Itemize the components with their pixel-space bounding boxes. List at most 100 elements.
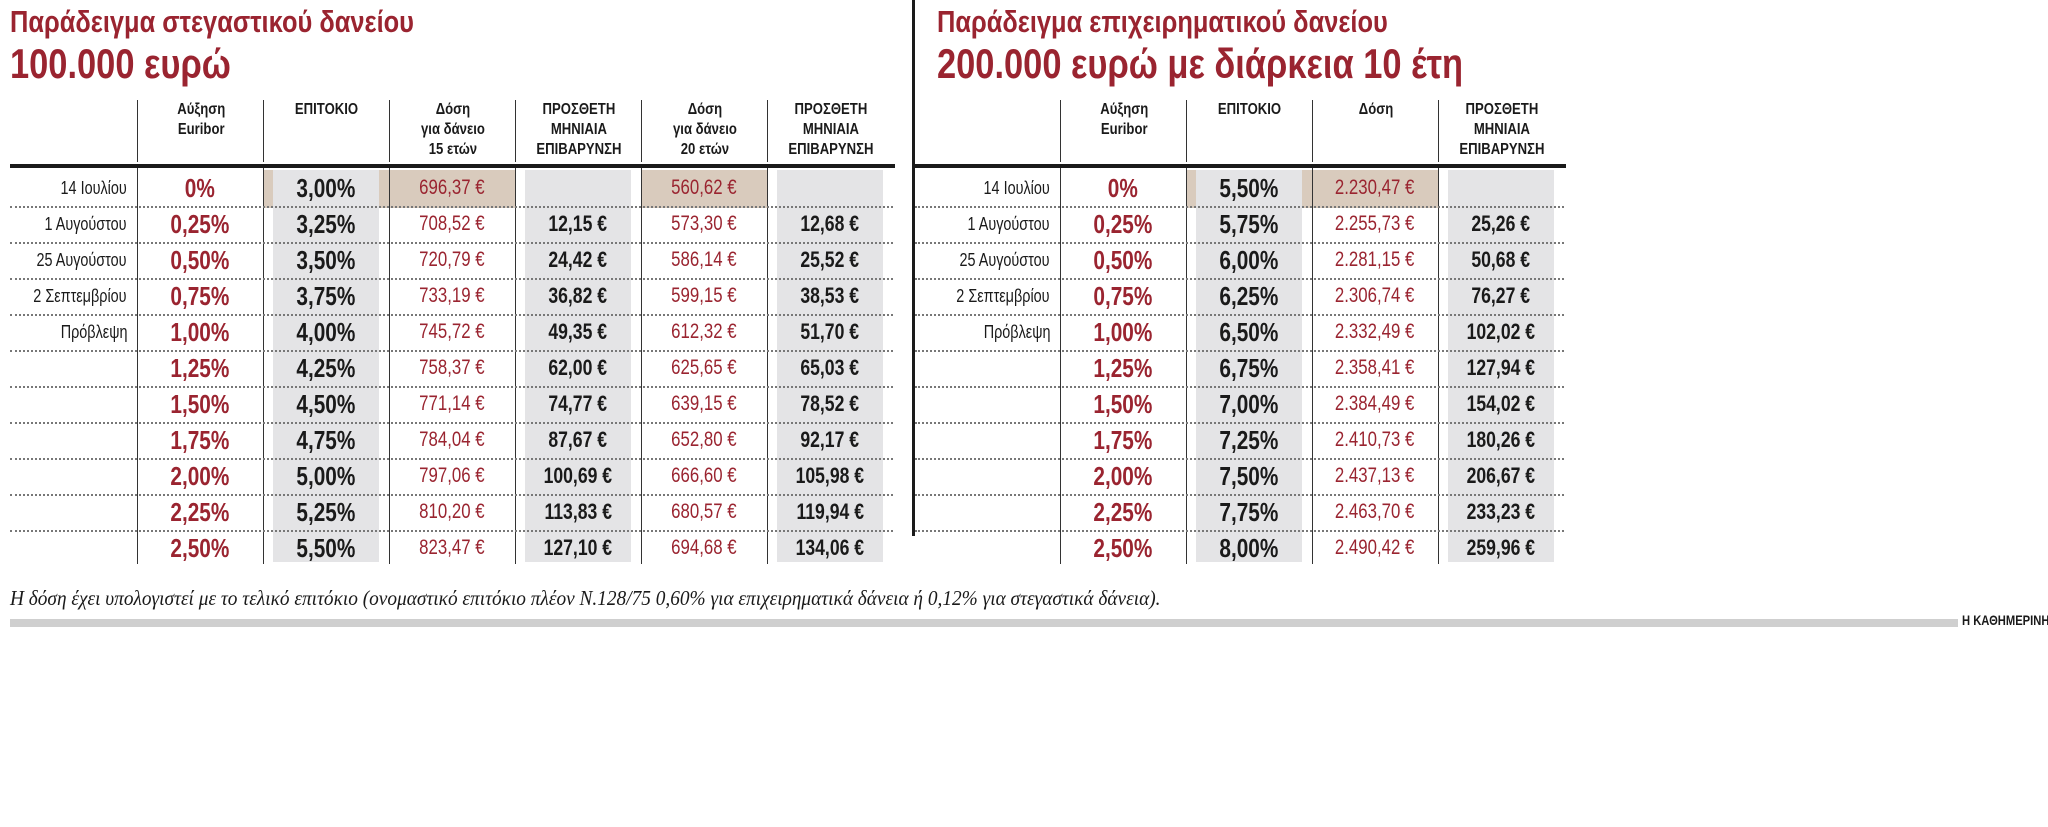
row-separator <box>915 494 1564 496</box>
cell-value: 745,72 € <box>419 320 485 343</box>
cell-value: 2,50% <box>170 533 230 563</box>
cell-value: 4,25% <box>296 353 356 383</box>
cell-value: 4,50% <box>296 389 356 419</box>
cell-value: 5,50% <box>296 533 356 563</box>
cell-value: 7,50% <box>1219 461 1279 491</box>
table-cell: 625,65 € <box>641 350 767 386</box>
table-cell: 12,15 € <box>515 206 641 242</box>
cell-value: 2.358,41 € <box>1335 356 1415 379</box>
row-separator <box>10 206 893 208</box>
column-header-text: ΠΡΟΣΘΕΤΗ ΜΗΝΙΑΙΑ ΕΠΙΒΑΡΥΝΣΗ <box>1459 101 1545 158</box>
table-cell: 134,06 € <box>767 530 893 566</box>
cell-value: 5,50% <box>1219 173 1279 203</box>
table-cell: 1,00% <box>137 314 263 350</box>
column-header: Αύξηση Euribor <box>137 100 264 162</box>
table-cell <box>515 170 641 206</box>
table-cell: 708,52 € <box>389 206 515 242</box>
column-divider <box>389 168 390 564</box>
table-cell: 2.463,70 € <box>1312 494 1438 530</box>
cell-value: 6,50% <box>1219 317 1279 347</box>
table-cell: 2.410,73 € <box>1312 422 1438 458</box>
row-label: 25 Αυγούστου <box>915 242 1050 278</box>
column-header: Δόση για δάνειο 15 ετών <box>389 100 516 162</box>
table-cell: 810,20 € <box>389 494 515 530</box>
table-cell: 666,60 € <box>641 458 767 494</box>
table-cell <box>1438 170 1564 206</box>
cell-value: 154,02 € <box>1466 391 1536 416</box>
cell-value: 784,04 € <box>419 428 485 451</box>
row-label <box>10 494 127 530</box>
table-cell: 2.332,49 € <box>1312 314 1438 350</box>
row-label: 14 Ιουλίου <box>10 170 127 206</box>
cell-value: 25,52 € <box>800 247 860 272</box>
column-divider <box>137 168 138 564</box>
row-separator <box>10 350 893 352</box>
current-rate-highlight <box>641 170 767 208</box>
row-separator <box>915 206 1564 208</box>
table-cell: 0,75% <box>137 278 263 314</box>
cell-value: 1,25% <box>1093 353 1153 383</box>
table-cell: 2.230,47 € <box>1312 170 1438 206</box>
cell-value: 105,98 € <box>795 463 865 488</box>
cell-value: 666,60 € <box>671 464 737 487</box>
cell-value: Πρόβλεψη <box>60 322 127 342</box>
cell-value: 0,75% <box>170 281 230 311</box>
cell-value: 65,03 € <box>800 355 860 380</box>
row-separator <box>915 314 1564 316</box>
cell-value: 612,32 € <box>671 320 737 343</box>
table-cell: 7,50% <box>1186 458 1312 494</box>
row-label: 2 Σεπτεμβρίου <box>10 278 127 314</box>
table-cell: 4,75% <box>263 422 389 458</box>
table-cell: 5,75% <box>1186 206 1312 242</box>
cell-value: 25 Αυγούστου <box>959 250 1050 270</box>
cell-value: 625,65 € <box>671 356 737 379</box>
row-separator <box>915 458 1564 460</box>
cell-value: 2.255,73 € <box>1335 212 1415 235</box>
cell-value: 78,52 € <box>800 391 860 416</box>
table-cell: 1,75% <box>137 422 263 458</box>
table-cell: 0,25% <box>1060 206 1186 242</box>
row-label: 25 Αυγούστου <box>10 242 127 278</box>
cell-value: 1 Αυγούστου <box>44 214 127 234</box>
cell-value: 1,25% <box>170 353 230 383</box>
table-cell: 599,15 € <box>641 278 767 314</box>
cell-value: 0% <box>1107 173 1139 203</box>
table-cell: 4,25% <box>263 350 389 386</box>
table-cell: 680,57 € <box>641 494 767 530</box>
table-cell: 2,00% <box>137 458 263 494</box>
cell-value: 1,00% <box>170 317 230 347</box>
cell-value: 2.490,42 € <box>1335 536 1415 559</box>
cell-value: 113,83 € <box>544 499 612 524</box>
column-header-text: Αύξηση Euribor <box>1100 101 1148 138</box>
row-separator <box>10 314 893 316</box>
table-cell: 127,94 € <box>1438 350 1564 386</box>
cell-value: 259,96 € <box>1466 535 1536 560</box>
table-cell: 758,37 € <box>389 350 515 386</box>
column-header-text: ΕΠΙΤΟΚΙΟ <box>1218 101 1282 118</box>
table-cell: 586,14 € <box>641 242 767 278</box>
table-cell: 2.490,42 € <box>1312 530 1438 566</box>
cell-value: 708,52 € <box>419 212 485 235</box>
table-cell: 2,50% <box>1060 530 1186 566</box>
cell-value: 14 Ιουλίου <box>983 178 1050 198</box>
table-cell: 560,62 € <box>641 170 767 206</box>
cell-value: 1,50% <box>170 389 230 419</box>
cell-value: 50,68 € <box>1471 247 1531 272</box>
table-cell: 2.255,73 € <box>1312 206 1438 242</box>
cell-value: 2,00% <box>170 461 230 491</box>
cell-value: 4,00% <box>296 317 356 347</box>
cell-value: 4,75% <box>296 425 356 455</box>
cell-value: 694,68 € <box>671 536 737 559</box>
table-cell: 7,25% <box>1186 422 1312 458</box>
column-header-text: Αύξηση Euribor <box>177 101 225 138</box>
table-cell: 25,26 € <box>1438 206 1564 242</box>
row-separator <box>915 242 1564 244</box>
cell-value: 680,57 € <box>671 500 737 523</box>
cell-value: 771,14 € <box>419 392 485 415</box>
business-loan-subtitle: 200.000 ευρώ με διάρκεια 10 έτη <box>937 40 1464 87</box>
cell-value: 2.281,15 € <box>1335 248 1415 271</box>
cell-value: 25 Αυγούστου <box>36 250 127 270</box>
cell-value: 560,62 € <box>671 176 737 199</box>
table-cell: 102,02 € <box>1438 314 1564 350</box>
cell-value: 127,94 € <box>1466 355 1536 380</box>
